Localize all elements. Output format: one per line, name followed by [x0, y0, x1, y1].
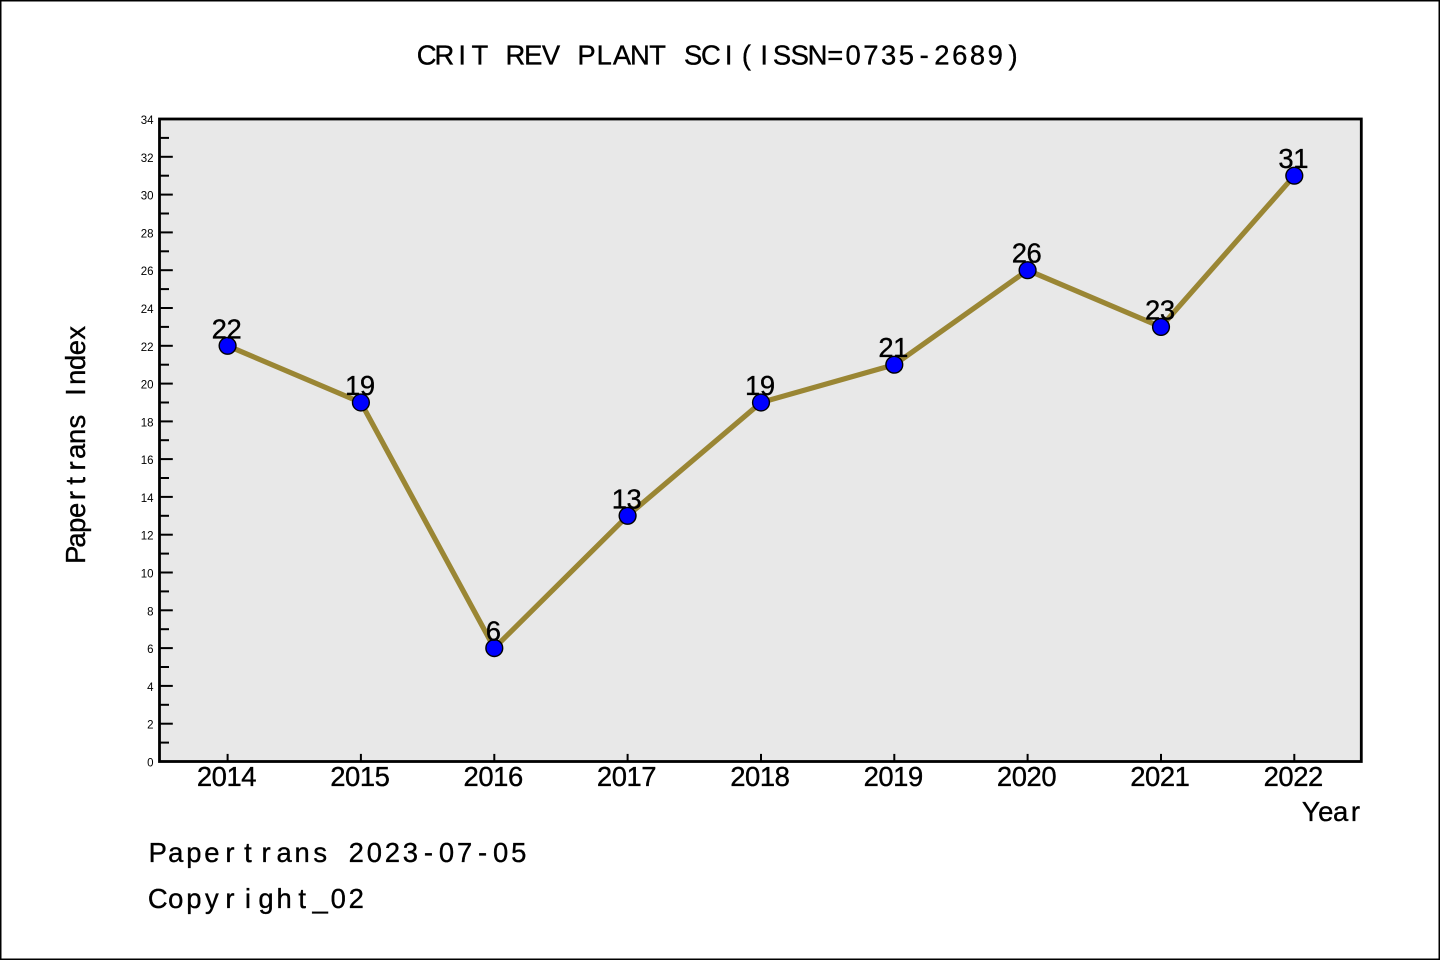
- svg-text:12: 12: [141, 531, 154, 543]
- svg-text:18: 18: [141, 417, 154, 429]
- svg-text:14: 14: [141, 493, 154, 505]
- svg-text:28: 28: [141, 228, 154, 240]
- svg-text:Year: Year: [1302, 796, 1360, 827]
- svg-text:16: 16: [141, 455, 154, 467]
- svg-text:2019: 2019: [864, 761, 924, 792]
- svg-text:2021: 2021: [1130, 761, 1190, 792]
- svg-text:19: 19: [345, 370, 375, 401]
- svg-text:2022: 2022: [1264, 761, 1324, 792]
- svg-text:CRIT REV PLANT SCI(ISSN=0735-2: CRIT REV PLANT SCI(ISSN=0735-2689): [417, 39, 1018, 70]
- svg-text:20: 20: [141, 380, 154, 392]
- svg-text:19: 19: [745, 370, 775, 401]
- svg-text:22: 22: [212, 313, 242, 344]
- svg-text:Papertrans 2023-07-05: Papertrans 2023-07-05: [149, 837, 527, 868]
- svg-text:6: 6: [486, 616, 501, 647]
- svg-text:26: 26: [1012, 238, 1042, 269]
- svg-text:2016: 2016: [464, 761, 524, 792]
- svg-text:26: 26: [141, 266, 154, 278]
- svg-text:2017: 2017: [597, 761, 657, 792]
- svg-text:23: 23: [1145, 294, 1175, 325]
- svg-text:30: 30: [141, 191, 154, 203]
- svg-text:4: 4: [147, 682, 154, 694]
- svg-text:6: 6: [147, 644, 153, 656]
- svg-text:0: 0: [147, 758, 153, 770]
- svg-text:31: 31: [1278, 143, 1308, 174]
- svg-text:24: 24: [141, 304, 154, 316]
- svg-text:2018: 2018: [730, 761, 790, 792]
- svg-text:10: 10: [141, 569, 154, 581]
- svg-text:34: 34: [141, 115, 154, 127]
- svg-text:Papertrans Index: Papertrans Index: [60, 326, 91, 564]
- svg-text:2020: 2020: [997, 761, 1057, 792]
- svg-text:21: 21: [878, 332, 908, 363]
- svg-text:13: 13: [612, 483, 642, 514]
- svg-text:22: 22: [141, 342, 154, 354]
- svg-text:2015: 2015: [330, 761, 390, 792]
- svg-text:2014: 2014: [197, 761, 257, 792]
- svg-text:8: 8: [147, 606, 153, 618]
- svg-text:32: 32: [141, 153, 154, 165]
- svg-text:2: 2: [147, 720, 153, 732]
